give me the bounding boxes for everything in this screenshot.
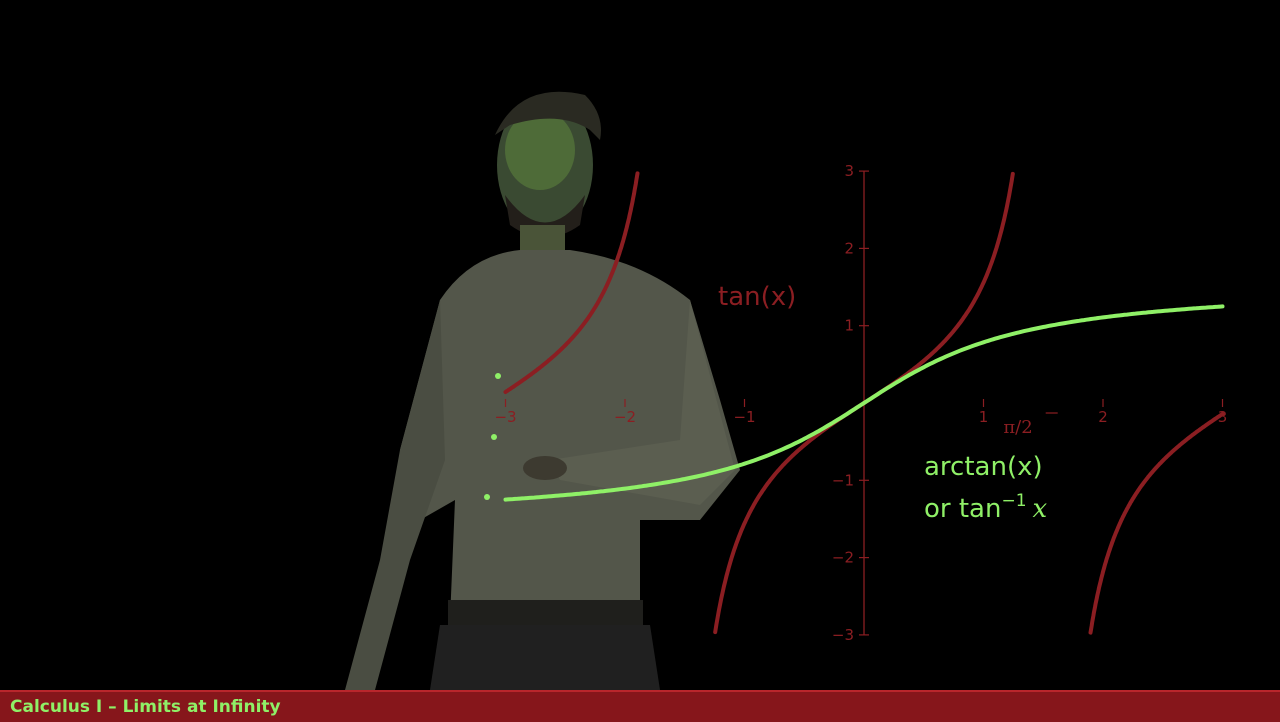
tan-branch-left <box>503 171 640 394</box>
inverse-tan-label: or tan−1 x <box>924 491 1048 524</box>
course-title: Calculus I – Limits at Infinity <box>10 697 281 717</box>
tan-label: tan(x) <box>718 282 796 312</box>
arctan-label: arctan(x) <box>924 452 1043 482</box>
inverse-tan-prefix: or tan <box>924 494 1001 524</box>
inverse-tan-variable: x <box>1033 494 1048 524</box>
graph-ticks: −3 −2 −1 1 2 3 3 2 1 −1 −2 −3 <box>494 162 1227 644</box>
y-tick-label: −3 <box>832 626 854 644</box>
pi-over-2-label: π/2 <box>1003 417 1032 438</box>
arctan-curve <box>503 304 1225 502</box>
y-tick-label: 1 <box>844 317 854 335</box>
x-tick-label: −3 <box>494 408 516 426</box>
graph-curves <box>503 171 1225 635</box>
x-tick-label: 3 <box>1218 408 1228 426</box>
y-tick-label: −1 <box>832 471 854 489</box>
y-tick-label: −2 <box>832 549 854 567</box>
pi-over-2-mark: π/2 <box>1003 417 1032 438</box>
x-tick-label: −2 <box>614 408 636 426</box>
tan-branch-right <box>1088 412 1225 635</box>
y-tick-label: 2 <box>844 239 854 257</box>
x-tick-label: 1 <box>979 408 989 426</box>
x-tick-label: −1 <box>733 408 755 426</box>
inverse-tan-superscript: −1 <box>1001 491 1026 511</box>
y-tick-label: 3 <box>844 162 854 180</box>
footer-bar: Calculus I – Limits at Infinity <box>0 690 1280 722</box>
x-tick-label: 2 <box>1098 408 1108 426</box>
